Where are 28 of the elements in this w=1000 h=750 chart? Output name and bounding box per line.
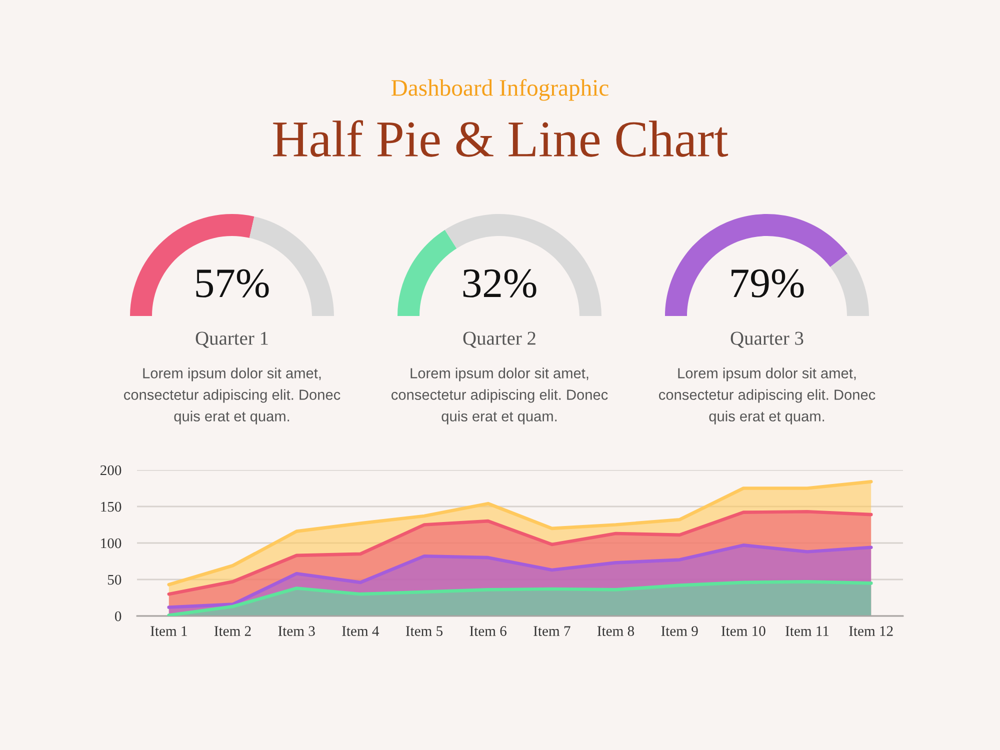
y-tick-label: 0 xyxy=(114,611,122,622)
text: 57% xyxy=(196,269,269,298)
x-tick-label: Item 10 xyxy=(721,626,766,636)
text: Half Pie & Line Chart xyxy=(273,120,728,157)
text: Lorem ipsum dolor sit amet, consectetur adipiscing elit. Donec quis erat et quam. xyxy=(659,368,876,424)
text: 79% xyxy=(732,269,804,298)
y-tick-label: 50 xyxy=(108,574,122,585)
text: Quarter 3 xyxy=(730,332,804,348)
text: Quarter 2 xyxy=(463,332,536,348)
x-tick-label: Item 8 xyxy=(597,626,634,636)
text: Quarter 1 xyxy=(196,332,268,348)
y-tick-label: 150 xyxy=(101,502,122,512)
y-tick-label: 100 xyxy=(101,538,122,548)
x-tick-label: Item 7 xyxy=(534,626,570,636)
x-tick-label: Item 11 xyxy=(786,626,829,636)
x-tick-label: Item 5 xyxy=(406,626,443,636)
x-tick-label: Item 6 xyxy=(470,626,506,636)
text: Lorem ipsum dolor sit amet, consectetur adipiscing elit. Donec quis erat et quam. xyxy=(124,368,340,424)
text: 32% xyxy=(463,269,536,298)
x-tick-label: Item 12 xyxy=(849,626,893,636)
x-tick-label: Item 4 xyxy=(342,626,380,636)
x-tick-label: Item 3 xyxy=(278,626,315,636)
x-tick-label: Item 1 xyxy=(150,626,187,636)
text: Dashboard Infographic xyxy=(392,79,608,101)
text: Lorem ipsum dolor sit amet, consectetur adipiscing elit. Donec quis erat et quam. xyxy=(392,368,608,424)
x-tick-label: Item 9 xyxy=(661,626,698,636)
x-tick-label: Item 2 xyxy=(214,626,251,636)
y-tick-label: 200 xyxy=(100,465,122,476)
